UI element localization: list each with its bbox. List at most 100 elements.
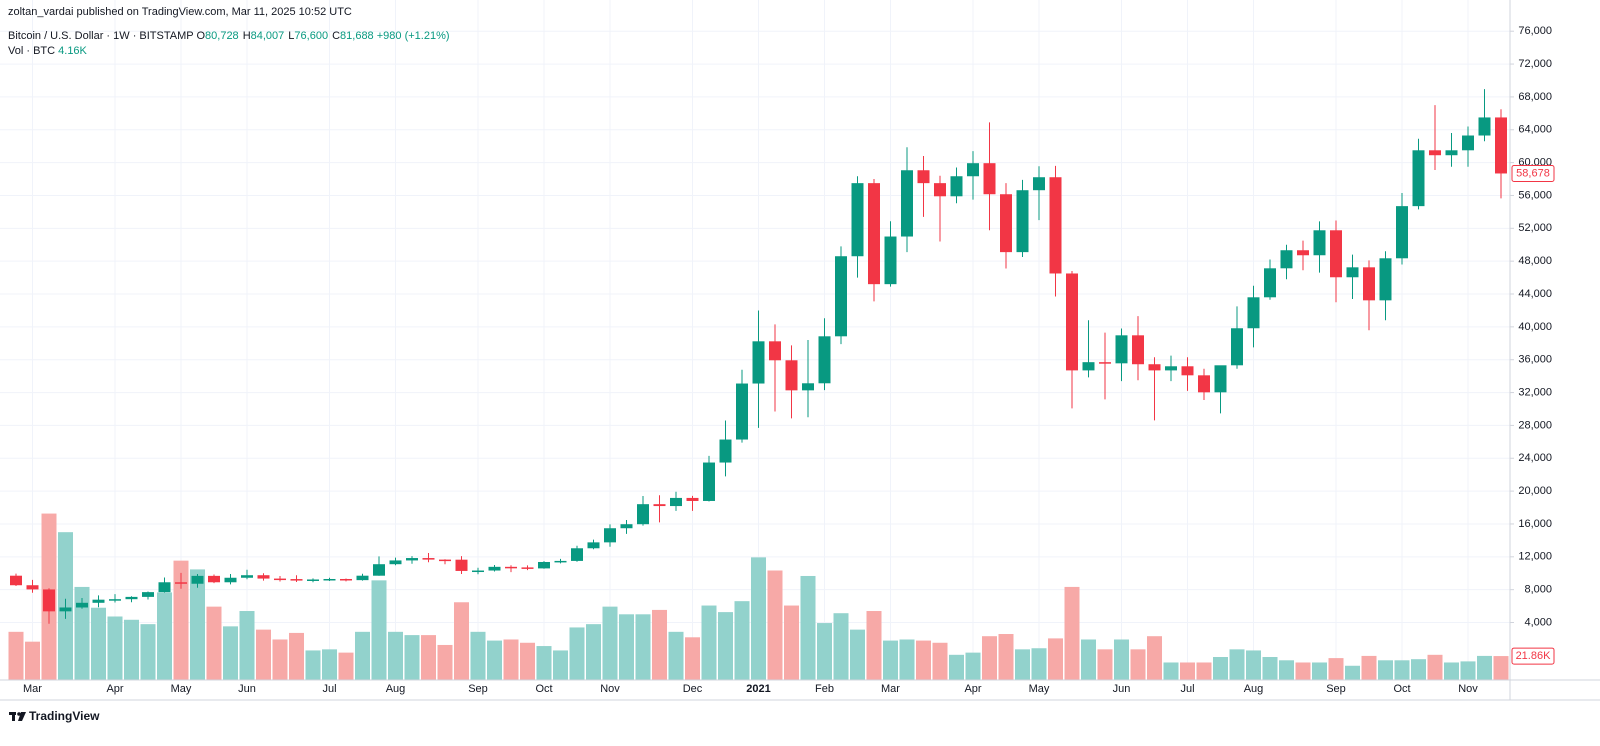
x-tick-label: Nov [1458, 683, 1478, 695]
candle-body [1297, 250, 1309, 256]
candle-body [1132, 335, 1144, 365]
y-tick-label: 36,000 [1518, 354, 1552, 366]
volume-bar [800, 575, 816, 680]
y-tick-label: 48,000 [1518, 255, 1552, 267]
ohlc-key: C [332, 30, 341, 42]
last-volume-tag [1511, 647, 1555, 665]
candle-body [323, 578, 336, 581]
volume-bar [487, 640, 502, 680]
ohlc-value: 81,688 [340, 30, 374, 42]
volume-bar [1246, 650, 1261, 680]
volume-bar [1097, 649, 1113, 680]
volume-bar [883, 640, 898, 680]
volume-bar [223, 626, 238, 680]
candle-body [76, 602, 88, 608]
logo [9, 712, 26, 721]
candle-body [472, 570, 484, 573]
candle-body [1115, 335, 1128, 364]
last-volume-label: 21.86K [1516, 650, 1552, 662]
x-tick-label: Apr [964, 683, 981, 695]
y-tick-label: 20,000 [1518, 485, 1552, 497]
volume-bar [1081, 639, 1096, 680]
y-tick-label: 44,000 [1518, 288, 1552, 300]
candle-body [356, 575, 369, 581]
candle-body [26, 585, 39, 590]
candle-body [521, 567, 534, 569]
candle-body [1478, 117, 1491, 136]
ohlc-key: L [288, 30, 295, 42]
volume-bar [140, 624, 156, 680]
candle-body [703, 462, 715, 501]
candle-body [917, 170, 930, 184]
candle-body [686, 497, 699, 501]
logo-shape [9, 712, 16, 715]
candle-body [884, 236, 897, 285]
volume-bar [437, 644, 453, 680]
candle-body [934, 183, 946, 197]
candle-body [1214, 365, 1227, 393]
candle-body [950, 176, 963, 197]
candle-body [1429, 150, 1441, 156]
candle-body [851, 183, 864, 257]
candle-body [1231, 328, 1243, 366]
volume-bar [157, 592, 172, 680]
candle-body [571, 548, 583, 561]
candle-body [406, 558, 418, 561]
ohlc-key: H [242, 30, 251, 42]
y-tick-label: 64,000 [1518, 124, 1552, 136]
volume-bar [553, 650, 568, 680]
volume-bar [866, 611, 882, 680]
candle-body [901, 170, 913, 237]
candle-body [1330, 230, 1342, 278]
y-tick-label: 28,000 [1518, 419, 1552, 431]
volume-bar [289, 632, 304, 680]
candle-body [802, 383, 814, 391]
volume-bar [1279, 660, 1294, 680]
volume-bar [701, 605, 717, 680]
volume-bar [1048, 638, 1063, 680]
brand: TradingView [29, 709, 100, 723]
volume-bar [107, 616, 123, 680]
candle-body [389, 560, 402, 565]
x-tick-label: May [1029, 683, 1050, 695]
volume-bar [421, 635, 436, 680]
ohlc-key: O [196, 30, 206, 42]
volume-bar [25, 641, 40, 680]
candle-body [257, 575, 270, 579]
volume-bar [1015, 649, 1030, 680]
y-tick-label: 12,000 [1518, 551, 1552, 563]
candle-body [439, 559, 451, 562]
x-tick-label: Oct [535, 683, 552, 695]
volume-bar [982, 636, 997, 680]
candle-body [1165, 366, 1177, 371]
candle-body [1462, 135, 1474, 151]
volume-bar [1394, 660, 1410, 680]
x-tick-label: Aug [1244, 683, 1264, 695]
volume-bar [1411, 659, 1426, 680]
x-tick-label: Jun [238, 683, 256, 695]
volume-bar [190, 569, 205, 680]
candle-body [1280, 250, 1293, 269]
volume-bar [635, 614, 651, 680]
volume-bar [355, 631, 370, 680]
candle-body [43, 589, 55, 612]
volume-bar [305, 650, 321, 680]
candle-body [1379, 258, 1392, 301]
ohlc-value: 84,007 [250, 30, 285, 42]
volume-bar [256, 629, 271, 680]
symbol-legend: Bitcoin / U.S. Dollar · 1W · BITSTAMP O8… [8, 30, 450, 42]
candle-body [142, 592, 154, 597]
volume-bar [520, 642, 535, 680]
volume-bar [1064, 586, 1080, 680]
volume-bar [1229, 649, 1245, 680]
candle-body [554, 560, 567, 563]
candle-body [1445, 150, 1458, 156]
volume-bar [239, 611, 255, 680]
volume-bar [272, 639, 288, 680]
volume-bar [470, 631, 486, 680]
volume-bar [1361, 655, 1377, 680]
volume-bar [1196, 662, 1212, 680]
x-tick-label: Mar [23, 683, 42, 695]
y-tick-label: 52,000 [1518, 222, 1552, 234]
